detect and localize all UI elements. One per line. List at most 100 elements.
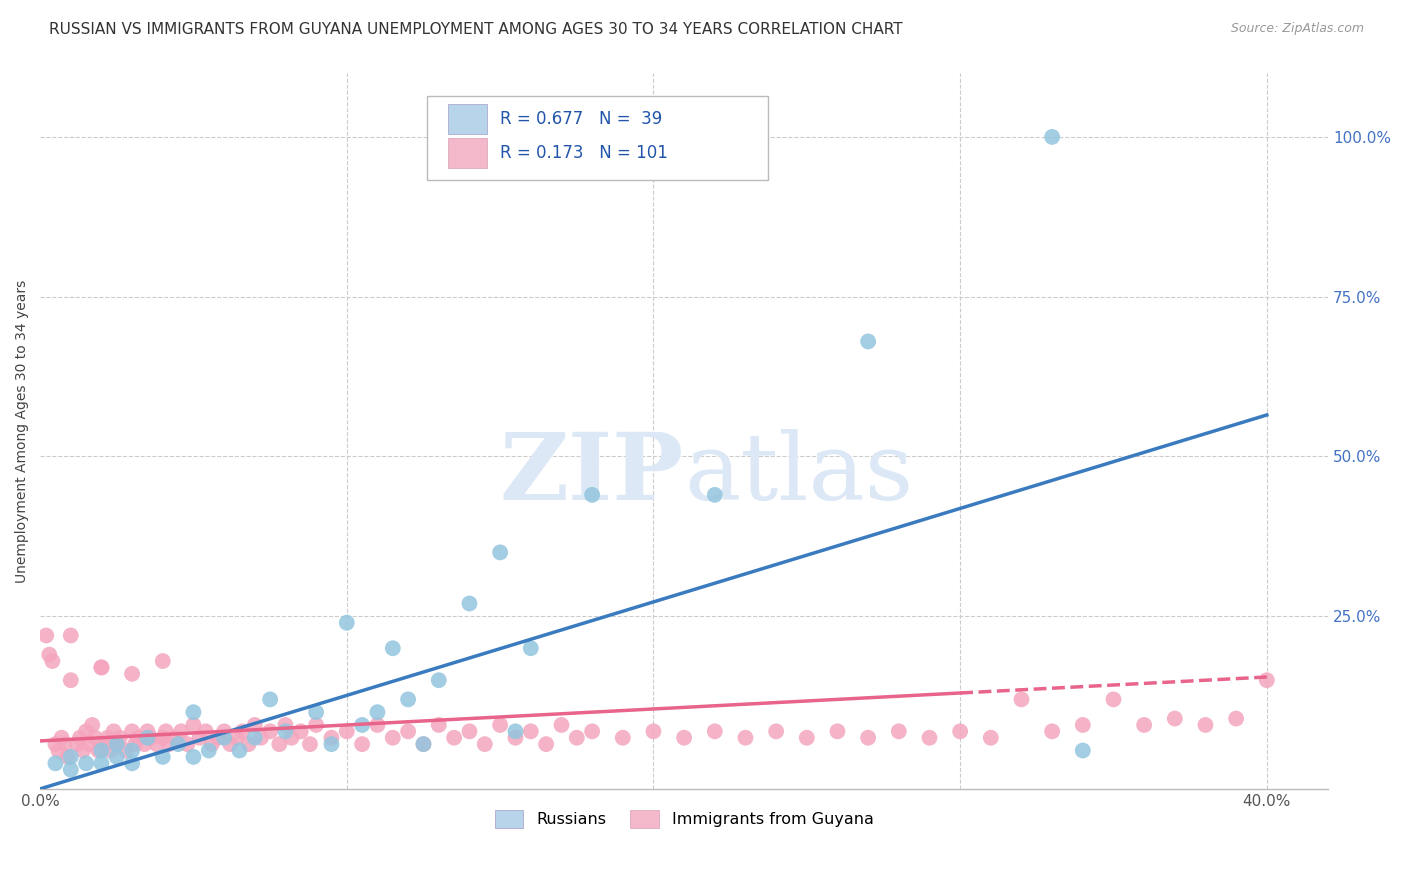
Point bbox=[280, 731, 302, 745]
Point bbox=[121, 743, 143, 757]
Point bbox=[197, 743, 219, 757]
Point bbox=[176, 737, 198, 751]
Point bbox=[77, 737, 100, 751]
Text: R = 0.677   N =  39: R = 0.677 N = 39 bbox=[501, 110, 662, 128]
Point bbox=[352, 737, 374, 751]
Point bbox=[458, 724, 481, 739]
Point bbox=[1225, 712, 1247, 726]
Point bbox=[105, 750, 128, 764]
Point bbox=[474, 737, 496, 751]
Point bbox=[157, 737, 180, 751]
Point bbox=[305, 718, 328, 732]
Point bbox=[352, 718, 374, 732]
Point bbox=[90, 660, 112, 674]
Point bbox=[90, 743, 112, 757]
Point bbox=[44, 756, 66, 771]
Legend: Russians, Immigrants from Guyana: Russians, Immigrants from Guyana bbox=[488, 804, 880, 835]
FancyBboxPatch shape bbox=[426, 95, 768, 180]
Point bbox=[66, 737, 89, 751]
Point bbox=[183, 705, 205, 719]
Point bbox=[505, 724, 527, 739]
Point bbox=[305, 705, 328, 719]
Point bbox=[581, 724, 603, 739]
Text: R = 0.173   N = 101: R = 0.173 N = 101 bbox=[501, 145, 668, 162]
Point bbox=[124, 737, 146, 751]
Point bbox=[381, 641, 404, 656]
Point bbox=[290, 724, 312, 739]
Point bbox=[108, 731, 131, 745]
Point bbox=[458, 597, 481, 611]
Point bbox=[412, 737, 434, 751]
Point bbox=[136, 724, 159, 739]
Point bbox=[1040, 724, 1063, 739]
Bar bbox=[449, 138, 486, 169]
Point bbox=[274, 724, 297, 739]
Point bbox=[212, 731, 235, 745]
Point bbox=[520, 641, 543, 656]
Point bbox=[703, 724, 725, 739]
Point bbox=[336, 615, 359, 630]
Point bbox=[856, 731, 879, 745]
Point bbox=[59, 763, 82, 777]
Point bbox=[274, 718, 297, 732]
Point bbox=[127, 731, 149, 745]
Point bbox=[69, 731, 91, 745]
Point bbox=[381, 731, 404, 745]
Point bbox=[90, 756, 112, 771]
Point bbox=[152, 731, 174, 745]
Text: RUSSIAN VS IMMIGRANTS FROM GUYANA UNEMPLOYMENT AMONG AGES 30 TO 34 YEARS CORRELA: RUSSIAN VS IMMIGRANTS FROM GUYANA UNEMPL… bbox=[49, 22, 903, 37]
Point bbox=[51, 731, 73, 745]
Point bbox=[105, 737, 128, 751]
Point bbox=[97, 731, 120, 745]
Text: Source: ZipAtlas.com: Source: ZipAtlas.com bbox=[1230, 22, 1364, 36]
Point bbox=[796, 731, 818, 745]
Point bbox=[673, 731, 696, 745]
Point bbox=[219, 737, 242, 751]
Point bbox=[1102, 692, 1125, 706]
Point bbox=[231, 724, 253, 739]
Point bbox=[207, 731, 229, 745]
Point bbox=[105, 737, 128, 751]
Point bbox=[145, 737, 167, 751]
Point bbox=[121, 724, 143, 739]
Point bbox=[183, 750, 205, 764]
Point bbox=[259, 724, 281, 739]
Point bbox=[35, 628, 58, 642]
Point bbox=[44, 737, 66, 751]
Text: atlas: atlas bbox=[685, 429, 914, 519]
Point bbox=[167, 737, 190, 751]
Point bbox=[201, 737, 224, 751]
Point bbox=[396, 692, 419, 706]
Point bbox=[121, 756, 143, 771]
Point bbox=[612, 731, 634, 745]
Point bbox=[238, 737, 260, 751]
Point bbox=[228, 743, 250, 757]
Point bbox=[121, 666, 143, 681]
Point bbox=[1194, 718, 1216, 732]
Point bbox=[84, 731, 107, 745]
Point bbox=[103, 724, 125, 739]
Point bbox=[165, 731, 187, 745]
Point bbox=[489, 718, 512, 732]
Point bbox=[703, 488, 725, 502]
Point bbox=[887, 724, 910, 739]
Point bbox=[827, 724, 849, 739]
Point bbox=[321, 731, 343, 745]
Point bbox=[134, 737, 156, 751]
Point bbox=[59, 673, 82, 688]
Point bbox=[550, 718, 572, 732]
Point bbox=[136, 731, 159, 745]
Point bbox=[298, 737, 321, 751]
Point bbox=[643, 724, 665, 739]
Point bbox=[53, 737, 76, 751]
Point bbox=[1071, 743, 1094, 757]
Y-axis label: Unemployment Among Ages 30 to 34 years: Unemployment Among Ages 30 to 34 years bbox=[15, 279, 30, 582]
Point bbox=[505, 731, 527, 745]
Point bbox=[72, 743, 94, 757]
Point bbox=[443, 731, 465, 745]
Point bbox=[194, 724, 217, 739]
Point bbox=[427, 673, 450, 688]
Point bbox=[188, 731, 211, 745]
Point bbox=[155, 724, 177, 739]
Point bbox=[75, 756, 97, 771]
